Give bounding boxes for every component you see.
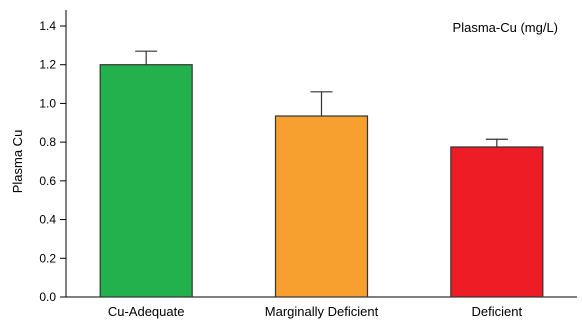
bars-group <box>99 50 544 298</box>
legend-label: Plasma-Cu (mg/L) <box>453 20 558 35</box>
x-category-label: Cu-Adequate <box>108 304 185 319</box>
y-tick-label: 1.2 <box>39 58 56 72</box>
y-tick-label: 0.0 <box>39 290 56 304</box>
x-category-label: Marginally Deficient <box>265 304 379 319</box>
y-axis-title: Plasma Cu <box>10 130 25 194</box>
y-tick-label: 0.4 <box>39 213 56 227</box>
y-tick-label: 0.8 <box>39 135 56 149</box>
y-tick-label: 0.2 <box>39 251 56 265</box>
y-tick-label: 1.0 <box>39 96 56 110</box>
x-category-label: Deficient <box>472 304 523 319</box>
x-axis-labels: Cu-Adequate Marginally Deficient Deficient <box>108 304 523 319</box>
bar-marginally-deficient <box>274 115 369 298</box>
bar-cu-adequate <box>99 64 193 298</box>
bar-deficient <box>450 146 544 298</box>
y-axis-ticks: 0.0 0.2 0.4 0.6 0.8 1.0 1.2 1.4 <box>39 19 66 304</box>
y-tick-label: 1.4 <box>39 19 56 33</box>
y-tick-label: 0.6 <box>39 174 56 188</box>
